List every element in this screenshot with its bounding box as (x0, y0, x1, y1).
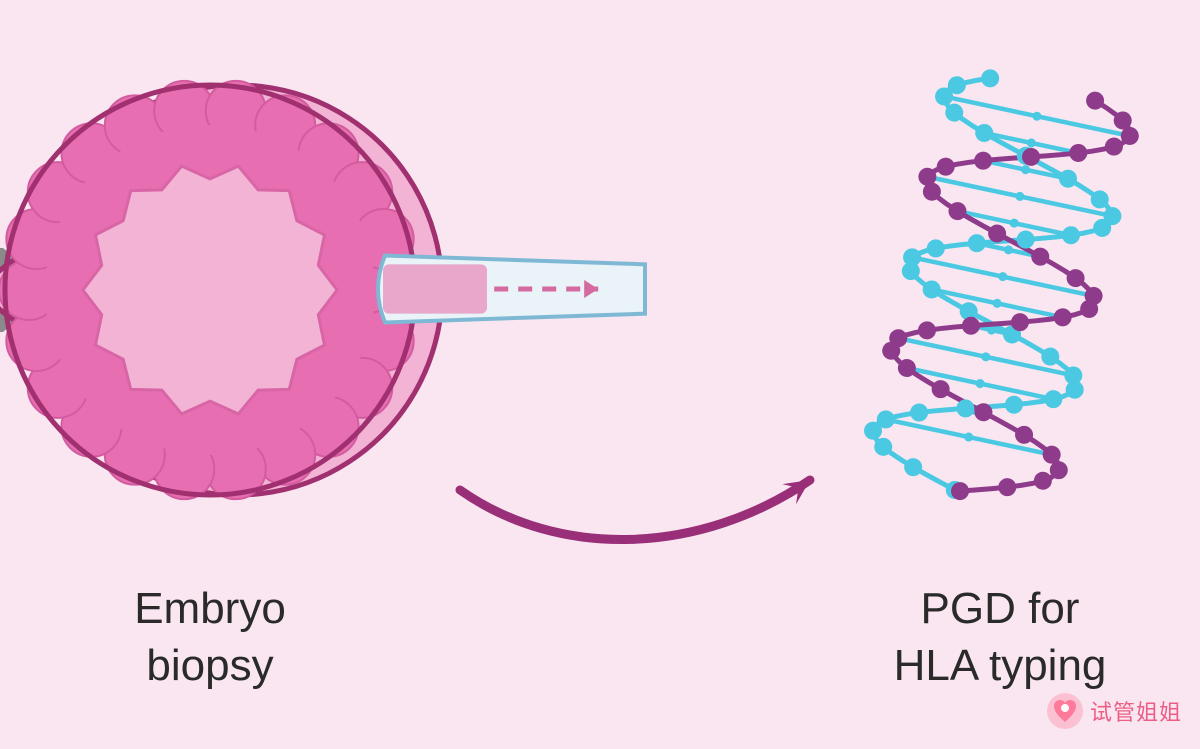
label-left-line2: biopsy (146, 641, 273, 690)
label-left-line1: Embryo (134, 584, 286, 633)
pgd-hla-label: PGD for HLA typing (850, 580, 1150, 694)
flow-arrow-icon (460, 480, 810, 540)
embryo-biopsy-label: Embryo biopsy (60, 580, 360, 694)
label-right-line2: HLA typing (894, 641, 1107, 690)
label-right-line1: PGD for (921, 584, 1080, 633)
watermark-heart-icon (1046, 692, 1084, 730)
dna-helix-icon (854, 59, 1146, 521)
watermark-text: 试管姐姐 (1090, 695, 1182, 727)
watermark: 试管姐姐 (1046, 692, 1182, 730)
